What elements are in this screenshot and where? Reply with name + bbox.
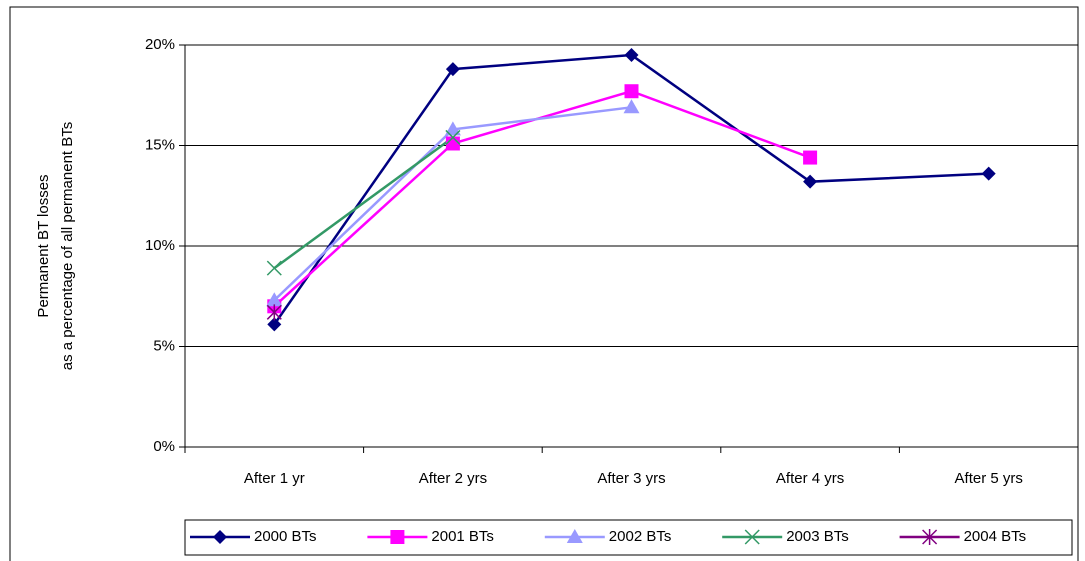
data-point bbox=[266, 292, 283, 307]
data-point bbox=[445, 136, 460, 151]
series-line bbox=[273, 136, 454, 270]
legend: 2000 BTs 2001 BTs 2002 BTs 2003 BTs 2004 BTs bbox=[184, 519, 1073, 556]
x-tick-label: After 5 yrs bbox=[955, 470, 1023, 487]
data-point bbox=[803, 174, 818, 189]
data-point bbox=[624, 48, 639, 63]
x-tick-label: After 4 yrs bbox=[776, 470, 844, 487]
data-point bbox=[624, 84, 639, 99]
legend-label: 2004 BTs bbox=[964, 528, 1027, 545]
legend-label: 2003 BTs bbox=[786, 528, 849, 545]
x-tick-label: After 1 yr bbox=[244, 470, 305, 487]
y-tick-label: 0% bbox=[153, 438, 175, 455]
data-point bbox=[266, 304, 282, 321]
x-tick-label: After 3 yrs bbox=[597, 470, 665, 487]
y-tick-label: 20% bbox=[145, 36, 175, 53]
y-tick-label: 5% bbox=[153, 337, 175, 354]
legend-marker bbox=[390, 530, 405, 544]
legend-marker bbox=[566, 529, 583, 543]
chart-border bbox=[9, 6, 1079, 561]
data-point bbox=[445, 129, 461, 145]
data-point bbox=[803, 150, 818, 165]
legend-marker bbox=[213, 530, 227, 544]
data-point bbox=[623, 99, 640, 114]
legend-label: 2001 BTs bbox=[431, 528, 494, 545]
y-axis-label: Permanent BT losses as a percentage of al… bbox=[35, 122, 76, 370]
legend-label: 2000 BTs bbox=[254, 528, 317, 545]
data-point bbox=[444, 121, 461, 136]
y-tick-label: 15% bbox=[145, 136, 175, 153]
data-point bbox=[981, 166, 996, 181]
data-point bbox=[267, 317, 282, 332]
legend-marker bbox=[744, 529, 760, 545]
y-axis-label-line: as a percentage of all permanent BTs bbox=[59, 122, 76, 370]
data-point bbox=[266, 260, 282, 276]
legend-marker bbox=[922, 529, 938, 545]
y-axis-label-line: Permanent BT losses bbox=[35, 174, 52, 317]
legend-label: 2002 BTs bbox=[609, 528, 672, 545]
x-tick-label: After 2 yrs bbox=[419, 470, 487, 487]
y-tick-label: 10% bbox=[145, 237, 175, 254]
data-point bbox=[445, 62, 460, 77]
